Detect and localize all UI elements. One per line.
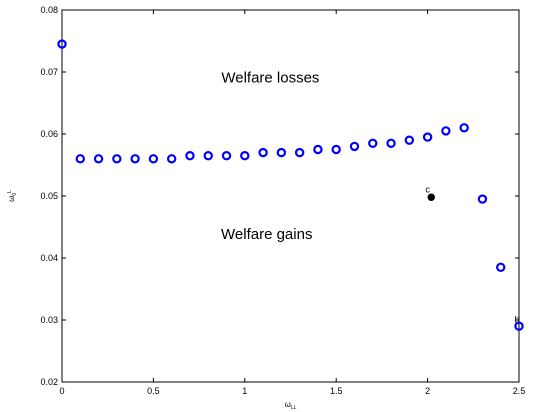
point-label: c bbox=[425, 184, 430, 194]
data-point bbox=[349, 141, 360, 152]
data-point bbox=[441, 126, 451, 136]
point-label: b bbox=[515, 314, 520, 324]
data-point bbox=[240, 150, 250, 161]
y-axis-label: ω0L bbox=[7, 190, 18, 202]
axis-labels: ωLL ω0L bbox=[7, 190, 297, 411]
x-tick-label: 2.5 bbox=[513, 386, 526, 396]
data-point bbox=[386, 138, 396, 148]
data-point bbox=[203, 150, 213, 161]
chart-annotation: Welfare losses bbox=[221, 70, 319, 87]
data-point bbox=[276, 147, 287, 158]
x-tick-label: 1.5 bbox=[330, 386, 343, 396]
x-tick-label: 2 bbox=[425, 386, 430, 396]
data-point bbox=[514, 321, 524, 331]
chart-annotation: Welfare gains bbox=[221, 226, 312, 243]
data-point bbox=[294, 147, 305, 158]
data-point bbox=[148, 154, 159, 164]
y-tick-label: 0.05 bbox=[40, 191, 58, 201]
data-point bbox=[130, 154, 140, 164]
data-point bbox=[496, 262, 506, 272]
plot-area bbox=[61, 9, 520, 383]
data-point bbox=[313, 144, 323, 155]
data-point bbox=[477, 194, 488, 204]
annotations: Welfare losses Welfare gains c b bbox=[221, 70, 520, 325]
data-point bbox=[258, 147, 268, 158]
data-point bbox=[57, 39, 67, 49]
data-point bbox=[112, 154, 122, 164]
data-point bbox=[185, 150, 195, 161]
data-points bbox=[57, 39, 524, 331]
axis-ticks: 0 0.5 1 1.5 2 2.5 0.02 0.03 0.04 0.05 0.06 0.07 0.08 bbox=[40, 5, 525, 396]
data-point bbox=[221, 150, 232, 161]
y-tick-label: 0.02 bbox=[40, 377, 58, 387]
data-point bbox=[331, 144, 341, 155]
data-point bbox=[404, 135, 415, 145]
y-tick-label: 0.03 bbox=[40, 315, 58, 325]
x-tick-label: 0.5 bbox=[147, 386, 160, 396]
data-point bbox=[75, 154, 85, 164]
y-tick-label: 0.06 bbox=[40, 129, 58, 139]
x-tick-label: 0 bbox=[59, 386, 64, 396]
data-point bbox=[93, 154, 104, 164]
x-tick-label: 1 bbox=[242, 386, 247, 396]
x-axis-label: ωLL bbox=[285, 400, 297, 411]
data-point bbox=[166, 154, 177, 164]
y-tick-label: 0.04 bbox=[40, 253, 58, 263]
y-tick-label: 0.08 bbox=[40, 5, 58, 15]
data-point-c bbox=[427, 193, 435, 201]
data-point bbox=[459, 123, 469, 133]
data-point bbox=[422, 132, 433, 142]
y-tick-label: 0.07 bbox=[40, 67, 58, 77]
data-point bbox=[368, 138, 378, 148]
